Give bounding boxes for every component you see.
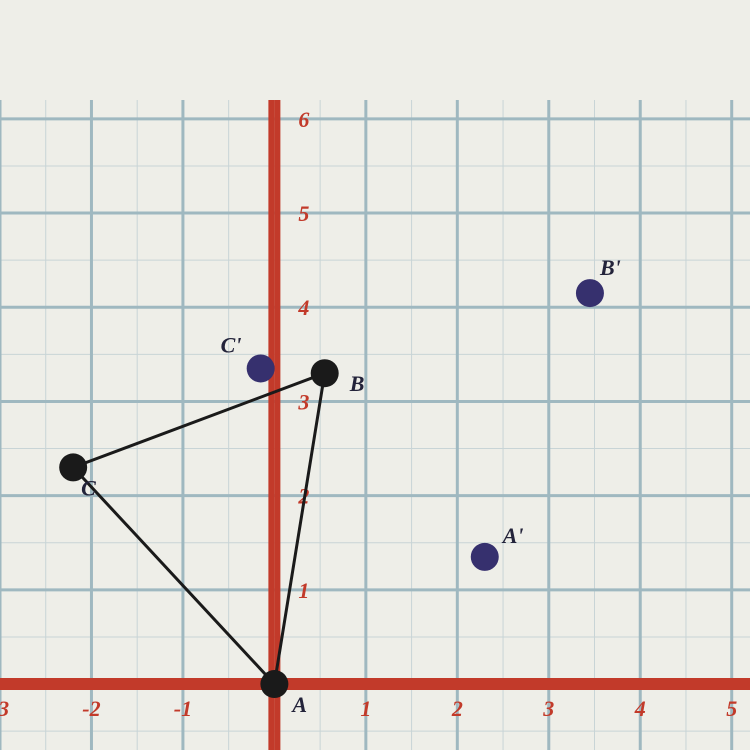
svg-text:4: 4 xyxy=(634,696,646,721)
label-B': B' xyxy=(599,255,621,280)
svg-text:6: 6 xyxy=(298,107,309,132)
point-A' xyxy=(471,543,499,571)
label-A: A xyxy=(290,692,307,717)
point-C' xyxy=(247,354,275,382)
point-B xyxy=(311,359,339,387)
svg-text:3: 3 xyxy=(297,389,309,414)
svg-text:-1: -1 xyxy=(174,696,192,721)
chart-svg: -3-2-112345123456A'B'C'ABC xyxy=(0,100,750,750)
svg-text:2: 2 xyxy=(451,696,463,721)
point-A xyxy=(260,670,288,698)
svg-text:5: 5 xyxy=(726,696,737,721)
svg-text:3: 3 xyxy=(542,696,554,721)
label-A': A' xyxy=(501,523,524,548)
svg-text:4: 4 xyxy=(297,295,309,320)
svg-text:5: 5 xyxy=(298,201,309,226)
svg-text:1: 1 xyxy=(298,578,309,603)
chart-container: -3-2-112345123456A'B'C'ABC xyxy=(0,0,750,750)
coordinate-chart: -3-2-112345123456A'B'C'ABC xyxy=(0,100,750,750)
label-B: B xyxy=(349,371,365,396)
svg-text:-3: -3 xyxy=(0,696,9,721)
label-C': C' xyxy=(221,332,242,357)
svg-text:1: 1 xyxy=(360,696,371,721)
svg-text:-2: -2 xyxy=(82,696,100,721)
point-B' xyxy=(576,279,604,307)
label-C: C xyxy=(81,475,96,500)
